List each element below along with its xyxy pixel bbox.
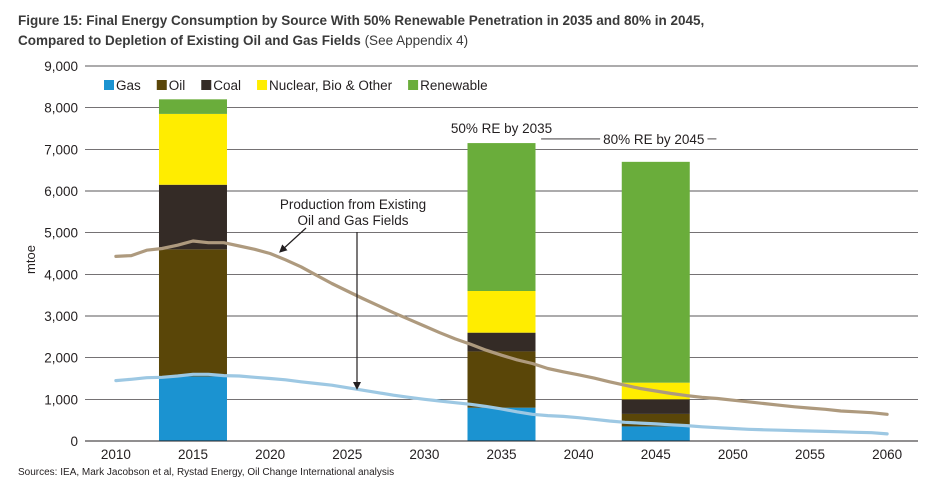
legend-swatch (104, 80, 114, 90)
bar-coal-segment (621, 399, 690, 414)
y-tick-label: 4,000 (44, 267, 78, 282)
x-tick-label: 2045 (641, 447, 671, 462)
x-tick-label: 2025 (332, 447, 362, 462)
legend-label: Nuclear, Bio & Other (269, 78, 393, 93)
y-tick-label: 9,000 (44, 59, 78, 74)
x-tick-label: 2060 (872, 447, 902, 462)
bar-nuclear-bio-other-segment (158, 113, 227, 185)
axes: 0 1,000 2,000 3,000 4,000 5,000 6,000 7,000 8,00… (23, 59, 918, 462)
bar-oil-segment (158, 249, 227, 377)
annotation-text: Oil and Gas Fields (297, 213, 408, 228)
bar-renewable-segment (621, 161, 690, 383)
y-tick-label: 0 (70, 434, 78, 449)
annotation-text: Production from Existing (280, 197, 426, 212)
legend-swatch (408, 80, 419, 90)
y-tick-label: 5,000 (44, 226, 78, 241)
stacked-bars (158, 99, 690, 441)
chart-title: Figure 15: Final Energy Consumption by S… (18, 11, 704, 51)
bar-nuclear-bio-other-segment (467, 291, 536, 333)
legend: Gas Oil Coal Nuclear, Bio & Other Renewable (104, 78, 488, 93)
bar-renewable-segment (158, 99, 227, 114)
y-tick-label: 2,000 (44, 351, 78, 366)
legend-label: Gas (116, 78, 141, 93)
oil-depletion-line (114, 239, 889, 416)
bar-oil-segment (467, 351, 536, 408)
bar-label: 80% RE by 2045 (603, 132, 704, 147)
y-tick-label: 8,000 (44, 101, 78, 116)
legend-swatch (201, 80, 212, 90)
bar-coal-segment (158, 184, 227, 250)
legend-label: Renewable (420, 78, 488, 93)
bar-coal-segment (467, 332, 536, 352)
title-line-2: Compared to Depletion of Existing Oil an… (18, 31, 704, 51)
x-tick-label: 2015 (178, 447, 208, 462)
x-tick-label: 2035 (486, 447, 516, 462)
annotation-arrow (279, 227, 307, 253)
x-tick-label: 2040 (564, 447, 594, 462)
y-tick-label: 3,000 (44, 309, 78, 324)
x-tick-label: 2055 (795, 447, 825, 462)
x-tick-label: 2020 (255, 447, 285, 462)
title-line-2-main: Compared to Depletion of Existing Oil an… (18, 33, 361, 48)
legend-label: Oil (169, 78, 186, 93)
title-appendix-note: (See Appendix 4) (364, 33, 469, 48)
gas-depletion-line (114, 372, 889, 436)
title-line-1: Figure 15: Final Energy Consumption by S… (18, 13, 705, 28)
bar-gas-segment (158, 376, 227, 441)
bar-gas-segment (621, 426, 690, 441)
bar-labels: 50% RE by 2035 80% RE by 2045 (451, 121, 717, 147)
legend-label: Coal (213, 78, 241, 93)
y-tick-label: 6,000 (44, 184, 78, 199)
x-tick-label: 2010 (101, 447, 131, 462)
x-tick-label: 2030 (409, 447, 439, 462)
y-tick-label: 1,000 (44, 392, 78, 407)
depletion-lines (114, 239, 889, 436)
legend-swatch (156, 80, 167, 90)
bar-renewable-segment (467, 143, 536, 291)
y-tick-label: 7,000 (44, 142, 78, 157)
source-note: Sources: IEA, Mark Jacobson et al, Rysta… (18, 467, 395, 478)
legend-swatch (257, 80, 268, 90)
y-axis-label: mtoe (23, 245, 38, 274)
x-tick-label: 2050 (718, 447, 748, 462)
bar-label: 50% RE by 2035 (451, 121, 552, 136)
